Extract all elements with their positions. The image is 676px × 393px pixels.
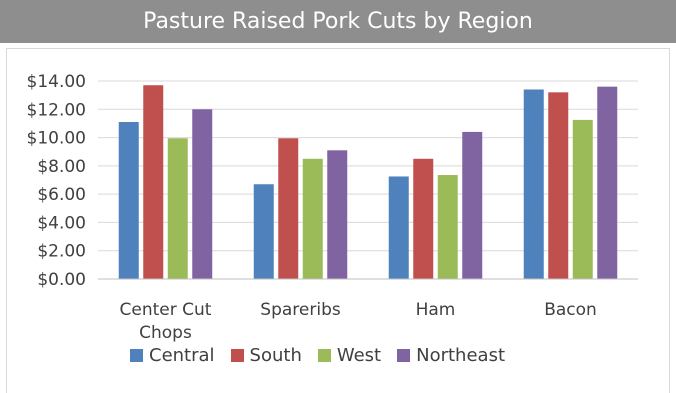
- legend-swatch: [317, 349, 331, 362]
- x-category-label: Center Cut Chops: [120, 300, 212, 343]
- y-tick-label: $0.00: [37, 270, 86, 290]
- chart-legend: Central South West Northeast: [130, 345, 521, 366]
- bar-northeast-2: [327, 150, 348, 279]
- chart-title-bar: Pasture Raised Pork Cuts by Region: [0, 0, 676, 43]
- y-tick-label: $12.00: [27, 100, 86, 120]
- bar-south-2: [278, 138, 299, 279]
- bar-central-4: [523, 89, 544, 279]
- y-tick-label: $2.00: [37, 242, 86, 262]
- y-tick-label: $10.00: [27, 129, 86, 149]
- legend-label: West: [336, 345, 382, 366]
- bar-west-2: [302, 158, 323, 279]
- legend-label: Northeast: [416, 345, 506, 366]
- bar-west-3: [437, 175, 458, 279]
- legend-swatch: [230, 349, 244, 362]
- y-tick-label: $6.00: [37, 185, 86, 205]
- y-tick-label: $4.00: [37, 213, 86, 233]
- legend-item-west: West: [317, 345, 382, 366]
- bar-northeast-1: [192, 109, 213, 280]
- legend-swatch: [130, 349, 143, 362]
- bar-central-1: [118, 122, 139, 279]
- legend-item-northeast: Northeast: [397, 345, 505, 366]
- bar-northeast-4: [597, 86, 618, 280]
- legend-item-central: Central: [130, 345, 215, 366]
- legend-item-south: South: [230, 345, 302, 366]
- y-tick-label: $8.00: [37, 157, 86, 177]
- x-category-label: Ham: [416, 300, 456, 320]
- x-category-label: Bacon: [544, 300, 597, 320]
- bar-central-2: [253, 184, 274, 279]
- bar-west-4: [572, 119, 593, 280]
- bar-central-3: [388, 176, 409, 279]
- bar-south-3: [413, 158, 434, 279]
- bar-northeast-3: [462, 131, 483, 279]
- legend-label: South: [249, 345, 302, 366]
- chart-title: Pasture Raised Pork Cuts by Region: [143, 9, 533, 34]
- legend-swatch: [397, 349, 411, 362]
- bar-south-1: [143, 85, 164, 279]
- bar-west-1: [167, 138, 188, 279]
- x-category-label: Spareribs: [260, 300, 341, 320]
- bar-south-4: [548, 92, 569, 279]
- y-tick-label: $14.00: [27, 72, 86, 92]
- legend-label: Central: [149, 345, 215, 366]
